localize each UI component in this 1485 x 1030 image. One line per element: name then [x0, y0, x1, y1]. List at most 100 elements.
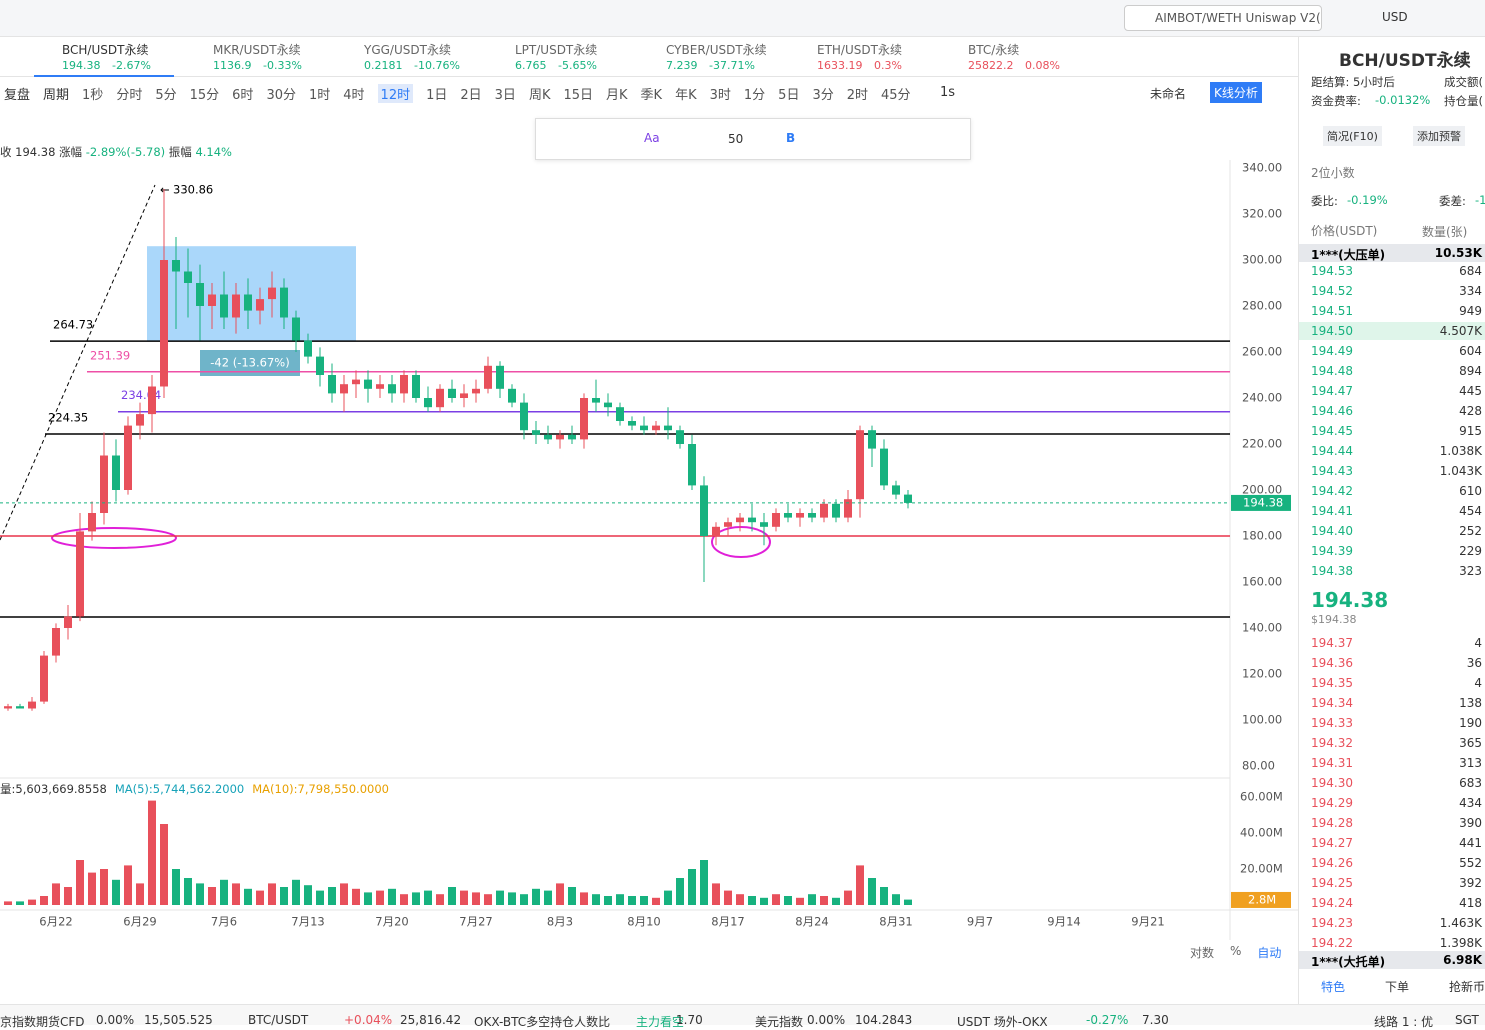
currency[interactable]: USD [1382, 10, 1408, 24]
candle-body [412, 375, 420, 398]
volume-bar [148, 800, 156, 905]
period[interactable]: 5日 [778, 88, 800, 103]
candle-body [664, 425, 672, 431]
ob-price: 194.35 [1311, 676, 1353, 690]
period[interactable]: 3时 [709, 88, 731, 103]
period[interactable]: 45分 [881, 88, 911, 103]
big-price: 194.38 [1311, 588, 1389, 612]
period[interactable]: 1日 [426, 88, 448, 103]
period[interactable]: 年K [675, 88, 697, 103]
panel-tab[interactable]: 特色 [1321, 980, 1346, 994]
period[interactable]: 15日 [563, 88, 594, 103]
period[interactable]: 5分 [155, 88, 177, 103]
volume-bar [484, 894, 492, 905]
level-label: 224.35 [48, 410, 88, 424]
period[interactable]: 1时 [308, 88, 331, 103]
candle-body [28, 701, 36, 709]
period[interactable]: 3分 [812, 88, 834, 103]
volume-bar [892, 894, 900, 905]
period[interactable]: 15分 [189, 88, 220, 103]
ticker-value: 15,505.525 [144, 1013, 213, 1027]
period[interactable]: 3日 [494, 88, 516, 103]
col-qty: 数量(张) [1422, 225, 1468, 239]
period[interactable]: 2日 [460, 88, 482, 103]
period[interactable]: 周K [528, 88, 551, 103]
y-tick-label: 220.00 [1242, 437, 1282, 451]
period[interactable]: 周期 [43, 88, 70, 103]
ob-qty: 36 [1466, 656, 1482, 670]
volume-bar [556, 883, 564, 905]
volume-bar [652, 897, 660, 905]
period[interactable]: 1分 [743, 88, 766, 103]
volume-bar [580, 892, 588, 905]
volume-bar [124, 865, 132, 905]
btn2[interactable]: 添加预警 [1413, 126, 1465, 146]
btn1[interactable]: 简况(F10) [1323, 126, 1382, 146]
candle-body [868, 430, 876, 449]
panel-tab[interactable]: 下单 [1385, 980, 1410, 994]
candle-body [232, 294, 240, 318]
panel-tab[interactable]: 抢新币 [1449, 980, 1485, 994]
ob-qty: 4.507K [1439, 324, 1482, 338]
ob-price: 194.45 [1311, 424, 1353, 438]
ob-price: 194.44 [1311, 444, 1353, 458]
ob-qty: 428 [1459, 404, 1482, 418]
candle-body [112, 455, 120, 490]
ob-price: 194.30 [1311, 776, 1353, 790]
period[interactable]: 季K [640, 88, 663, 103]
period[interactable]: 月K [606, 88, 628, 103]
volume-bar [352, 888, 360, 905]
period[interactable]: 30分 [266, 88, 296, 103]
ob-price: 194.51 [1311, 304, 1353, 318]
ob-qty: 229 [1459, 544, 1482, 558]
ob-price: 194.38 [1311, 564, 1353, 578]
interval[interactable]: 1s [940, 85, 956, 100]
tab[interactable]: BCH/USDT永续 194.38 -2.67% [34, 39, 174, 77]
period[interactable]: 12时 [377, 84, 414, 103]
ob-price: 194.25 [1311, 876, 1353, 890]
ticker-value: 1.70 [676, 1013, 703, 1027]
ob-price: 194.43 [1311, 464, 1353, 478]
font-button[interactable]: Aa [644, 131, 660, 145]
ob-price: 194.23 [1311, 916, 1353, 930]
tab-price: 0.2181 [364, 59, 403, 72]
tab-change: -10.76% [414, 59, 460, 72]
candle-body [604, 402, 612, 408]
scale-button[interactable]: 自动 [1257, 946, 1282, 960]
scale-button[interactable]: % [1230, 944, 1242, 958]
tab[interactable]: ETH/USDT永续 1633.19 0.3% [789, 39, 929, 75]
volume-bar [616, 894, 624, 905]
candle-body [844, 499, 852, 518]
tab[interactable]: MKR/USDT永续 1136.9 -0.33% [185, 39, 325, 75]
tab-price: 194.38 [62, 59, 101, 72]
tab[interactable]: CYBER/USDT永续 7.239 -37.71% [638, 39, 778, 75]
y-tick-label: 240.00 [1242, 391, 1282, 405]
analysis-button[interactable]: K线分析 [1210, 82, 1262, 103]
layout-name[interactable]: 未命名 [1150, 87, 1187, 101]
bold-button[interactable]: B [786, 131, 796, 145]
tab[interactable]: BTC/永续 25822.2 0.08% [940, 39, 1080, 75]
ob-price: 194.31 [1311, 756, 1353, 770]
period[interactable]: 2时 [846, 88, 869, 103]
ticker-change: 0.00% [96, 1013, 135, 1027]
tab-bar: BCH/USDT永续 194.38 -2.67% MKR/USDT永续 1136.9 -0… [0, 37, 1298, 77]
ob-qty: 10.53K [1434, 246, 1482, 260]
period[interactable]: 复盘 [4, 88, 31, 103]
search-box[interactable]: AIMBOT/WETH Uniswap V2( [1124, 5, 1322, 31]
size-select[interactable]: 50 [728, 132, 744, 146]
candle-body [436, 388, 444, 408]
ob-price: 1***(大托单) [1311, 955, 1386, 969]
ob-price: 194.32 [1311, 736, 1353, 750]
period[interactable]: 4时 [343, 88, 365, 103]
ellipse [711, 526, 771, 558]
period[interactable]: 分时 [116, 88, 143, 103]
candle-body [808, 513, 816, 518]
last-volume-label: 2.8M [1248, 892, 1276, 906]
period[interactable]: 6时 [232, 88, 254, 103]
tab[interactable]: YGG/USDT永续 0.2181 -10.76% [336, 39, 476, 75]
candle-body [556, 434, 564, 440]
tab-price: 1136.9 [213, 59, 252, 72]
period[interactable]: 1秒 [82, 88, 104, 103]
scale-button[interactable]: 对数 [1190, 946, 1215, 960]
tab[interactable]: LPT/USDT永续 6.765 -5.65% [487, 39, 627, 75]
